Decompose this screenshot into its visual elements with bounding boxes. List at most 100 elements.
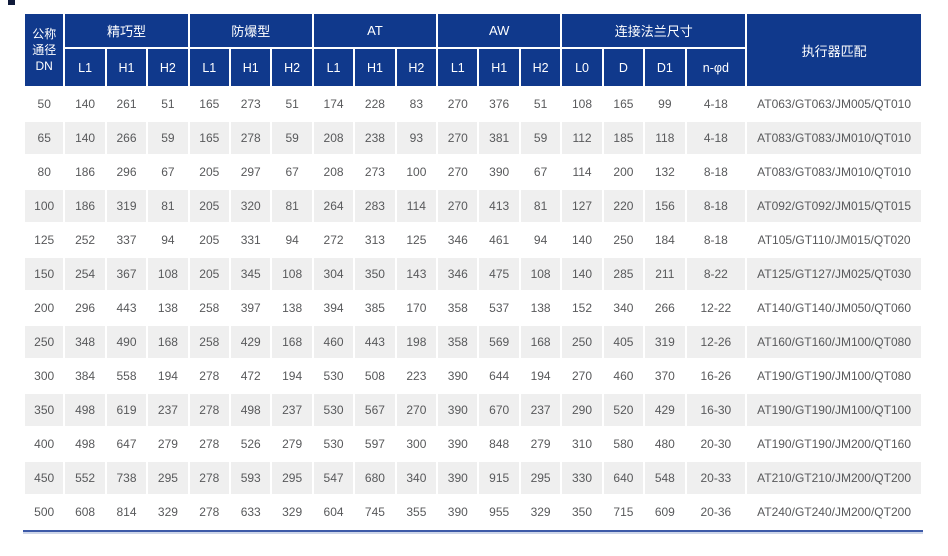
dimension-cell: 254	[65, 258, 105, 290]
dimension-cell: 608	[65, 496, 105, 528]
dimension-cell: 508	[355, 360, 395, 392]
header-col-h2: H2	[148, 49, 188, 86]
dimension-cell: 4-18	[686, 88, 746, 120]
dimension-cell: 165	[603, 88, 644, 120]
dimension-cell: 955	[479, 496, 519, 528]
dimension-cell: 633	[231, 496, 271, 528]
table-row: 80 186 296 67 205 297 67 208 273 100 270 390 67 114 20…	[25, 156, 921, 188]
dimension-cell: 283	[355, 190, 395, 222]
dimension-cell: 567	[355, 394, 395, 426]
dimension-cell: 16-26	[686, 360, 746, 392]
dimension-cell: 340	[603, 292, 644, 324]
dimension-cell: 443	[106, 292, 147, 324]
header-col-d1: D1	[645, 49, 685, 86]
dimension-cell: 313	[355, 224, 395, 256]
header-col-n-phi-d: n-φd	[686, 49, 746, 86]
dimension-cell: 310	[562, 428, 602, 460]
dimension-cell: 4-18	[686, 122, 746, 154]
dimension-cell: 205	[189, 190, 230, 222]
dimension-cell: 205	[189, 156, 230, 188]
dimension-cell: 186	[65, 190, 105, 222]
dimension-cell: 125	[396, 224, 437, 256]
dimension-cell: 548	[645, 462, 685, 494]
table-row: 125 252 337 94 205 331 94 272 313 125 346 461 94 140 2…	[25, 224, 921, 256]
dimension-cell: 358	[438, 292, 478, 324]
dimension-cell: 99	[645, 88, 685, 120]
dimension-cell: 370	[645, 360, 685, 392]
dimension-cell: 100	[396, 156, 437, 188]
dimension-cell: 814	[106, 496, 147, 528]
dimension-cell: 597	[355, 428, 395, 460]
dimension-cell: 138	[272, 292, 312, 324]
dimension-cell: 198	[396, 326, 437, 358]
dimension-cell: 168	[148, 326, 188, 358]
dimension-cell: 337	[106, 224, 147, 256]
dimension-cell: 304	[313, 258, 354, 290]
header-col-h2: H2	[272, 49, 312, 86]
dimension-cell: 143	[396, 258, 437, 290]
dimension-cell: 238	[355, 122, 395, 154]
dimension-cell: 319	[645, 326, 685, 358]
table-header: 公称 通径 DN 精巧型 防爆型 AT AW 连接法兰尺寸 执行器匹配 L1 H…	[25, 14, 921, 86]
header-group-at: AT	[313, 14, 437, 47]
dimension-cell: 915	[479, 462, 519, 494]
dn-cell: 250	[25, 326, 64, 358]
actuator-match-cell: AT190/GT190/JM100/QT100	[747, 394, 921, 426]
dimension-cell: 223	[396, 360, 437, 392]
dimension-cell: 300	[396, 428, 437, 460]
dimension-cell: 390	[438, 360, 478, 392]
dimension-cell: 295	[520, 462, 561, 494]
header-col-h1: H1	[355, 49, 395, 86]
actuator-match-cell: AT160/GT160/JM100/QT080	[747, 326, 921, 358]
dimension-cell: 228	[355, 88, 395, 120]
dimension-cell: 413	[479, 190, 519, 222]
dimension-cell: 205	[189, 258, 230, 290]
dimension-cell: 170	[396, 292, 437, 324]
header-group-compact: 精巧型	[65, 14, 188, 47]
dimension-cell: 498	[231, 394, 271, 426]
dimension-cell: 461	[479, 224, 519, 256]
dimension-cell: 475	[479, 258, 519, 290]
dimension-cell: 108	[148, 258, 188, 290]
dimension-cell: 530	[313, 428, 354, 460]
header-group-explosion-proof: 防爆型	[189, 14, 312, 47]
bottom-rule	[23, 530, 923, 532]
dimension-cell: 443	[355, 326, 395, 358]
dimension-cell: 397	[231, 292, 271, 324]
dimension-cell: 670	[479, 394, 519, 426]
actuator-match-cell: AT140/GT140/JM050/QT060	[747, 292, 921, 324]
dimension-cell: 558	[106, 360, 147, 392]
header-col-l1: L1	[313, 49, 354, 86]
dimension-cell: 140	[562, 258, 602, 290]
actuator-match-cell: AT063/GT063/JM005/QT010	[747, 88, 921, 120]
dimension-cell: 156	[645, 190, 685, 222]
dimension-cell: 715	[603, 496, 644, 528]
dimension-cell: 270	[438, 156, 478, 188]
dimension-cell: 83	[396, 88, 437, 120]
dimension-cell: 264	[313, 190, 354, 222]
header-col-l0: L0	[562, 49, 602, 86]
table-row: 300 384 558 194 278 472 194 530 508 223 390 644 194 2…	[25, 360, 921, 392]
dimension-cell: 81	[272, 190, 312, 222]
actuator-match-cell: AT210/GT210/JM200/QT200	[747, 462, 921, 494]
dimension-cell: 405	[603, 326, 644, 358]
table-row: 400 498 647 279 278 526 279 530 597 300 390 848 279 3…	[25, 428, 921, 460]
dimension-cell: 272	[313, 224, 354, 256]
dimension-cell: 12-22	[686, 292, 746, 324]
dimension-cell: 273	[231, 88, 271, 120]
dimension-cell: 270	[438, 88, 478, 120]
dimension-cell: 237	[272, 394, 312, 426]
dimension-cell: 390	[438, 428, 478, 460]
dimension-cell: 278	[189, 496, 230, 528]
dimension-cell: 472	[231, 360, 271, 392]
header-actuator: 执行器匹配	[747, 14, 921, 86]
dimension-cell: 112	[562, 122, 602, 154]
dimension-cell: 140	[562, 224, 602, 256]
dimension-cell: 20-33	[686, 462, 746, 494]
dimension-cell: 273	[355, 156, 395, 188]
table-row: 250 348 490 168 258 429 168 460 443 198 358 569 168 2…	[25, 326, 921, 358]
dimension-cell: 384	[65, 360, 105, 392]
dimension-cell: 537	[479, 292, 519, 324]
header-col-l1: L1	[189, 49, 230, 86]
dimension-cell: 348	[65, 326, 105, 358]
